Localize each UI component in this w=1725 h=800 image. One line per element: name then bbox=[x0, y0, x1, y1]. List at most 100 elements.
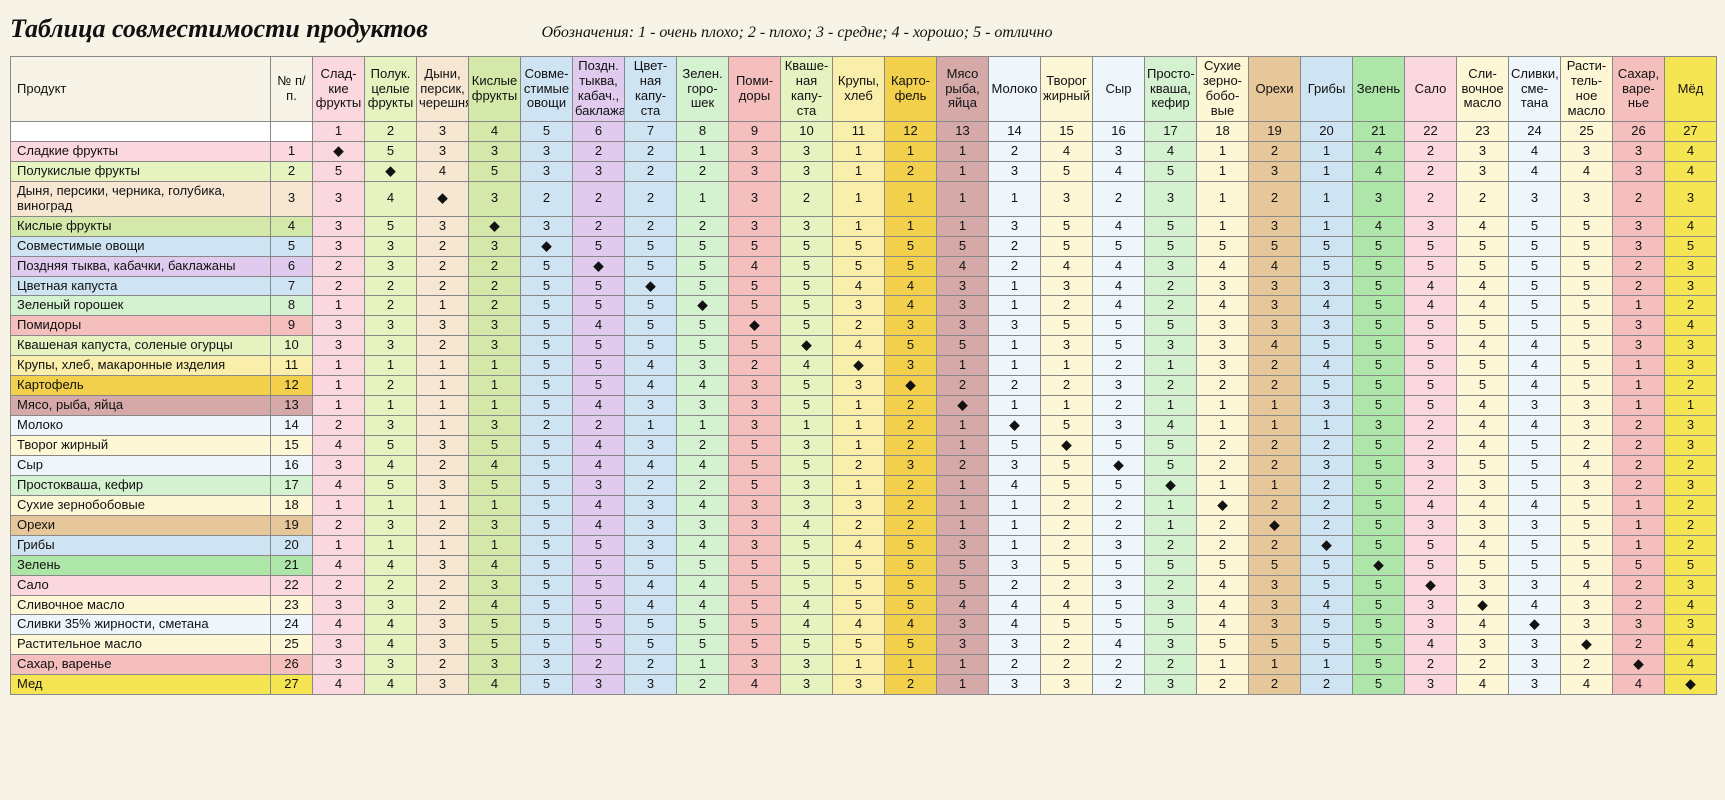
cell: 5 bbox=[1249, 236, 1301, 256]
cell: 5 bbox=[1041, 555, 1093, 575]
cell: 4 bbox=[1145, 416, 1197, 436]
cell: 5 bbox=[1353, 595, 1405, 615]
cell: 2 bbox=[1665, 495, 1717, 515]
cell: 5 bbox=[729, 336, 781, 356]
cell: 2 bbox=[469, 256, 521, 276]
cell: ◆ bbox=[1405, 575, 1457, 595]
cell: 5 bbox=[1093, 236, 1145, 256]
cell: 2 bbox=[625, 475, 677, 495]
cell: 2 bbox=[365, 376, 417, 396]
cell: 5 bbox=[1093, 615, 1145, 635]
cell: 5 bbox=[1145, 455, 1197, 475]
cell: 5 bbox=[573, 535, 625, 555]
cell: ◆ bbox=[885, 376, 937, 396]
table-row: Кислые фрукты4353◆3222331113545131434553… bbox=[11, 216, 1717, 236]
cell: 3 bbox=[1613, 615, 1665, 635]
cell: 5 bbox=[521, 455, 573, 475]
cell: 3 bbox=[365, 236, 417, 256]
cell: 3 bbox=[625, 396, 677, 416]
table-row: Сливочное масло233324554454554445343453◆… bbox=[11, 595, 1717, 615]
cell: 4 bbox=[729, 256, 781, 276]
cell: 1 bbox=[1613, 396, 1665, 416]
cell: 5 bbox=[469, 475, 521, 495]
cell: 5 bbox=[833, 236, 885, 256]
cell: 2 bbox=[1301, 475, 1353, 495]
cell: 5 bbox=[885, 236, 937, 256]
cell: 3 bbox=[781, 216, 833, 236]
cell: 5 bbox=[989, 436, 1041, 456]
cell: ◆ bbox=[313, 141, 365, 161]
cell: 4 bbox=[573, 396, 625, 416]
col-number: 9 bbox=[729, 122, 781, 142]
cell: 5 bbox=[365, 475, 417, 495]
cell: 3 bbox=[1249, 316, 1301, 336]
cell: 2 bbox=[1249, 356, 1301, 376]
cell: 3 bbox=[1249, 216, 1301, 236]
cell: 3 bbox=[1145, 181, 1197, 216]
cell: 1 bbox=[469, 495, 521, 515]
cell: 5 bbox=[729, 236, 781, 256]
cell: 4 bbox=[833, 615, 885, 635]
cell: 1 bbox=[989, 336, 1041, 356]
col-header: Поми-доры bbox=[729, 57, 781, 122]
cell: 5 bbox=[625, 336, 677, 356]
cell: ◆ bbox=[625, 276, 677, 296]
cell: 5 bbox=[521, 336, 573, 356]
cell: 1 bbox=[937, 655, 989, 675]
cell: 2 bbox=[1145, 535, 1197, 555]
cell: 2 bbox=[1405, 161, 1457, 181]
cell: 4 bbox=[989, 595, 1041, 615]
cell: 3 bbox=[1405, 595, 1457, 615]
cell: 5 bbox=[521, 495, 573, 515]
cell: 5 bbox=[885, 595, 937, 615]
cell: 3 bbox=[833, 495, 885, 515]
cell: 3 bbox=[1145, 635, 1197, 655]
cell: 2 bbox=[1093, 655, 1145, 675]
cell: 3 bbox=[1613, 236, 1665, 256]
cell: 1 bbox=[417, 356, 469, 376]
cell: 2 bbox=[989, 655, 1041, 675]
cell: 5 bbox=[625, 316, 677, 336]
cell: 3 bbox=[729, 161, 781, 181]
cell: 4 bbox=[365, 181, 417, 216]
cell: 1 bbox=[365, 535, 417, 555]
cell: 1 bbox=[989, 356, 1041, 376]
cell: 1 bbox=[937, 181, 989, 216]
cell: 1 bbox=[833, 161, 885, 181]
cell: 4 bbox=[781, 356, 833, 376]
cell: 5 bbox=[521, 316, 573, 336]
col-header: Орехи bbox=[1249, 57, 1301, 122]
col-header: Сахар, варе-нье bbox=[1613, 57, 1665, 122]
cell: 3 bbox=[573, 161, 625, 181]
cell: 5 bbox=[469, 436, 521, 456]
cell: 2 bbox=[573, 416, 625, 436]
cell: 3 bbox=[1301, 455, 1353, 475]
cell: 4 bbox=[1509, 376, 1561, 396]
cell: 4 bbox=[1353, 141, 1405, 161]
cell: 5 bbox=[1405, 555, 1457, 575]
cell: 5 bbox=[1561, 296, 1613, 316]
cell: 3 bbox=[1613, 216, 1665, 236]
cell: 4 bbox=[1665, 595, 1717, 615]
cell: 3 bbox=[989, 161, 1041, 181]
cell: 1 bbox=[989, 535, 1041, 555]
cell: 1 bbox=[937, 416, 989, 436]
cell: 4 bbox=[885, 296, 937, 316]
cell: 3 bbox=[365, 256, 417, 276]
cell: 1 bbox=[677, 416, 729, 436]
cell: 3 bbox=[729, 515, 781, 535]
cell: 1 bbox=[1613, 376, 1665, 396]
cell: 5 bbox=[677, 615, 729, 635]
cell: 3 bbox=[1509, 396, 1561, 416]
cell: 3 bbox=[1145, 595, 1197, 615]
cell: 2 bbox=[1613, 575, 1665, 595]
cell: 2 bbox=[1145, 655, 1197, 675]
cell: 3 bbox=[1301, 276, 1353, 296]
cell: 3 bbox=[469, 181, 521, 216]
table-row: Сыр16342454445523235◆52235355422 bbox=[11, 455, 1717, 475]
table-row: Мясо, рыба, яйца13111154333512◆112111355… bbox=[11, 396, 1717, 416]
cell: 4 bbox=[1509, 356, 1561, 376]
cell: 1 bbox=[1665, 396, 1717, 416]
cell: 2 bbox=[833, 455, 885, 475]
cell: 3 bbox=[677, 356, 729, 376]
